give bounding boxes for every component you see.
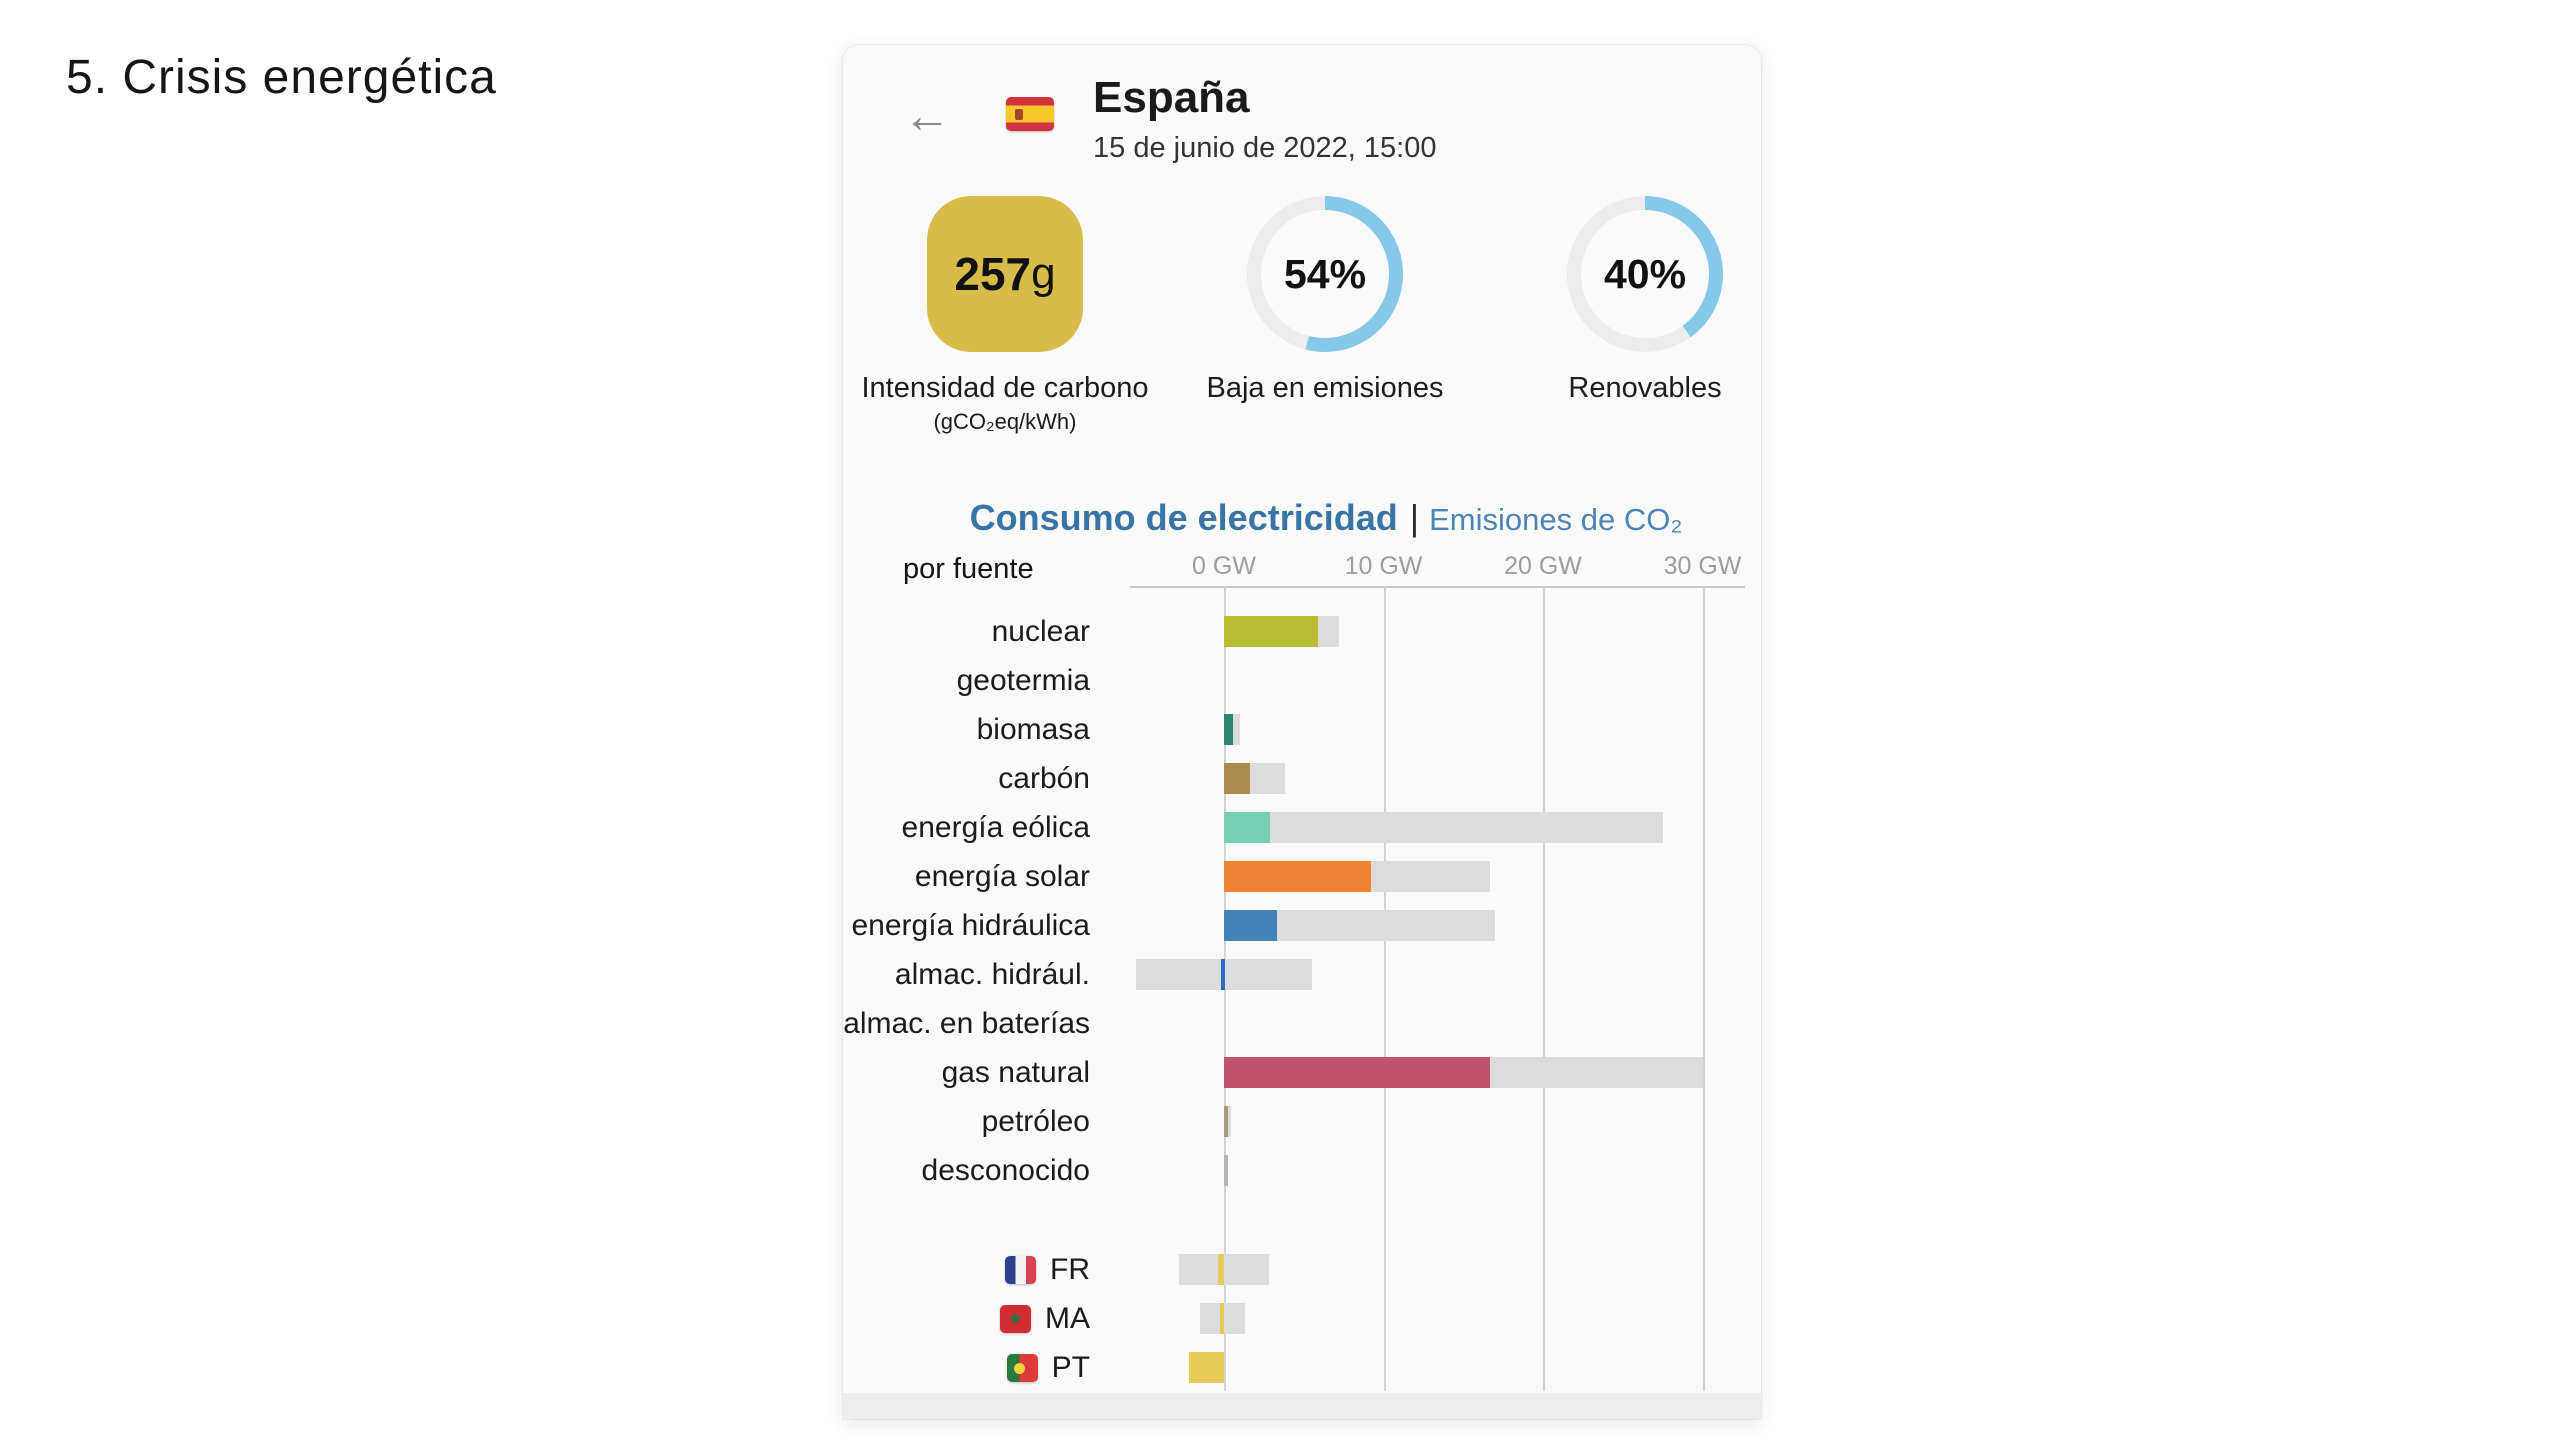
gridline-10gw: [1383, 586, 1386, 1391]
carbon-intensity-unit-label: (gCO₂eq/kWh): [933, 409, 1077, 434]
source-row[interactable]: almac. hidrául.: [843, 950, 1761, 999]
tick-label-0gw: 0 GW: [1192, 552, 1256, 580]
gridline-20gw: [1543, 586, 1545, 1391]
source-label: geotermia: [956, 663, 1090, 697]
bar-value: [1224, 1057, 1491, 1088]
low-emissions-label: Baja en emisiones: [1206, 372, 1444, 404]
renewables-value: 40%: [1603, 250, 1687, 297]
low-emissions-value: 54%: [1283, 250, 1367, 297]
bar-value: [1224, 812, 1271, 843]
tick-label-30gw: 30 GW: [1663, 552, 1742, 580]
chart-grid: 0 GW 10 GW 20 GW 30 GW: [1130, 552, 1745, 1391]
source-label: desconocido: [921, 1153, 1090, 1187]
source-row[interactable]: petróleo: [843, 1097, 1761, 1146]
gridline-30gw: [1702, 586, 1705, 1391]
consumption-chart: 0 GW 10 GW 20 GW 30 GW nuclear geotermia biom…: [843, 543, 1761, 1403]
bar-value: [1224, 910, 1277, 941]
source-row[interactable]: almac. en baterías: [843, 999, 1761, 1048]
spain-flag-icon: [1006, 97, 1054, 131]
slide-title: 5. Crisis energética: [66, 51, 497, 104]
back-button[interactable]: ←: [901, 91, 953, 143]
exchange-row[interactable]: PT: [843, 1343, 1761, 1392]
source-label: carbón: [998, 761, 1090, 795]
bar-value: [1224, 714, 1233, 745]
bar-value: [1224, 1106, 1228, 1137]
datetime-label: 15 de junio de 2022, 15:00: [1093, 132, 1437, 164]
morocco-star: ★: [1007, 1309, 1024, 1328]
carbon-intensity-value: 257: [954, 248, 1032, 300]
bar-value: [1224, 1155, 1228, 1186]
exchange-row[interactable]: ★ MA: [843, 1294, 1761, 1343]
source-row[interactable]: energía solar: [843, 852, 1761, 901]
morocco-flag-icon: ★: [1000, 1304, 1031, 1333]
x-axis-line: [1130, 586, 1745, 588]
source-row[interactable]: geotermia: [843, 656, 1761, 705]
source-label: gas natural: [941, 1055, 1090, 1089]
country-header: ← España 15 de junio de 2022, 15:00: [843, 73, 1761, 183]
renewables-donut: 40%: [1565, 194, 1725, 354]
source-label: energía solar: [914, 859, 1090, 893]
chart-tabs: Consumo de electricidad | Emisiones de CO₂: [843, 497, 1761, 539]
arrow-left-icon: ←: [903, 90, 951, 143]
source-row[interactable]: desconocido: [843, 1146, 1761, 1195]
group-by-source-label: por fuente: [903, 553, 1034, 585]
source-label: petróleo: [981, 1104, 1090, 1138]
low-emissions-metric: 54% Baja en emisiones: [1164, 194, 1486, 405]
portugal-emblem: [1013, 1362, 1025, 1374]
bar-value: [1220, 1303, 1224, 1334]
tab-emisiones-co2[interactable]: Emisiones de CO₂: [1429, 502, 1683, 537]
source-row[interactable]: nuclear: [843, 607, 1761, 656]
tick-label-20gw: 20 GW: [1504, 552, 1582, 580]
bar-value: [1224, 861, 1371, 892]
portugal-flag-icon: [1006, 1353, 1038, 1382]
bar-value: [1224, 616, 1319, 647]
carbon-intensity-unit: g: [1031, 249, 1056, 298]
exchange-label: FR: [843, 1253, 1130, 1287]
source-row[interactable]: biomasa: [843, 705, 1761, 754]
exchange-label: ★ MA: [843, 1302, 1130, 1336]
tick-label-10gw: 10 GW: [1344, 552, 1423, 580]
source-row[interactable]: energía hidráulica: [843, 901, 1761, 950]
source-label: almac. en baterías: [843, 1006, 1090, 1040]
tab-consumo-electricidad[interactable]: Consumo de electricidad: [969, 497, 1398, 538]
source-label: energía eólica: [901, 810, 1090, 844]
bar-value: [1220, 959, 1225, 990]
bar-value: [1188, 1352, 1224, 1383]
spain-emblem: [1015, 109, 1023, 120]
source-row[interactable]: gas natural: [843, 1048, 1761, 1097]
carbon-intensity-label: Intensidad de carbono: [861, 372, 1149, 404]
source-row[interactable]: energía eólica: [843, 803, 1761, 852]
source-row[interactable]: carbón: [843, 754, 1761, 803]
low-emissions-donut: 54%: [1245, 194, 1405, 354]
source-label: almac. hidrául.: [894, 957, 1090, 991]
panel-footer: [843, 1393, 1761, 1419]
exchange-label: PT: [843, 1351, 1130, 1385]
carbon-intensity-box: 257 g: [927, 196, 1083, 352]
exchange-row[interactable]: FR: [843, 1245, 1761, 1294]
renewables-label: Renovables: [1568, 372, 1722, 404]
source-label: energía hidráulica: [851, 908, 1091, 942]
country-title: España: [1093, 73, 1250, 122]
bar-capacity: [1179, 1254, 1269, 1285]
bar-capacity: [1224, 812, 1663, 843]
bar-value: [1224, 763, 1250, 794]
carbon-intensity-metric: 257 g Intensidad de carbono (gCO₂eq/kWh): [844, 194, 1166, 435]
france-flag-icon: [1005, 1255, 1036, 1284]
source-label: biomasa: [976, 712, 1090, 746]
tab-separator: |: [1409, 497, 1420, 538]
renewables-metric: 40% Renovables: [1484, 194, 1806, 405]
electricitymaps-panel: ← España 15 de junio de 2022, 15:00 257 g…: [843, 45, 1761, 1419]
source-label: nuclear: [991, 614, 1090, 648]
bar-value: [1217, 1254, 1224, 1285]
